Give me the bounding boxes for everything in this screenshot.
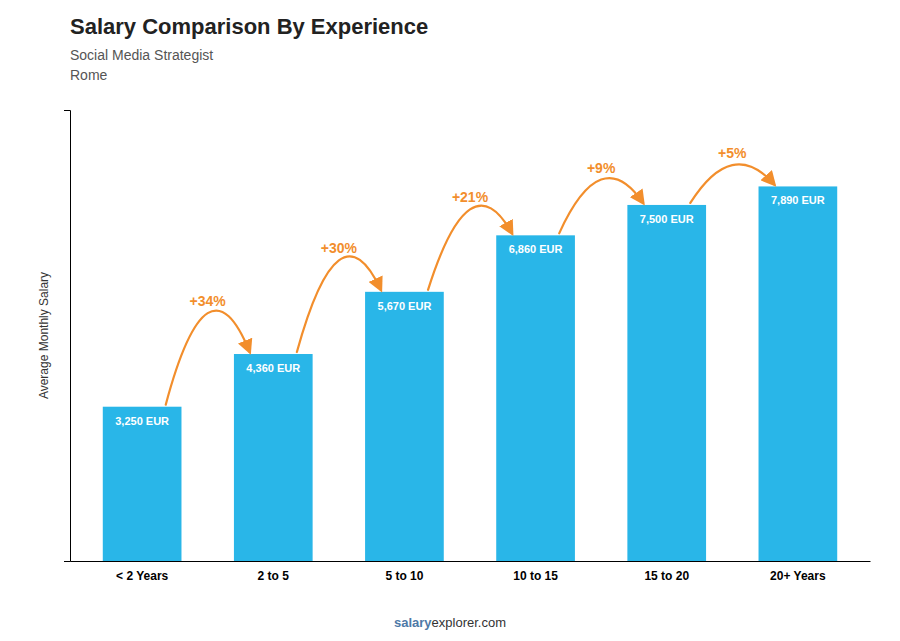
title: Salary Comparison By Experience bbox=[70, 14, 428, 39]
annotation: +21% bbox=[452, 189, 489, 205]
bar bbox=[759, 186, 838, 561]
data-label: 3,250 EUR bbox=[115, 415, 169, 427]
footer: salaryexplorer.com bbox=[394, 615, 506, 630]
y-axis-line bbox=[64, 111, 71, 562]
annotation: +9% bbox=[587, 160, 616, 176]
arc-arrow bbox=[559, 178, 643, 233]
arc-arrow bbox=[690, 164, 774, 203]
plot: < 2 Years 2 to 5 5 to 10 10 to 15 15 to 20 20… bbox=[64, 111, 871, 583]
x-tick: 5 to 10 bbox=[385, 569, 423, 583]
annotation: +30% bbox=[321, 240, 358, 256]
footer-part: explorer.com bbox=[432, 615, 506, 630]
annotation: +34% bbox=[190, 293, 227, 309]
bar bbox=[103, 407, 182, 561]
bar bbox=[496, 235, 575, 561]
bars bbox=[103, 186, 837, 561]
x-axis-line bbox=[71, 561, 871, 562]
x-axis: < 2 Years 2 to 5 5 to 10 10 to 15 15 to 20 20… bbox=[71, 562, 871, 583]
data-label: 7,500 EUR bbox=[640, 213, 694, 225]
bar bbox=[365, 292, 444, 561]
footer-part: salary bbox=[394, 615, 432, 630]
x-tick: 2 to 5 bbox=[258, 569, 290, 583]
x-tick-label: 5 to 10 bbox=[385, 569, 423, 583]
y-axis bbox=[64, 111, 71, 562]
x-tick: 20+ Years bbox=[770, 569, 826, 583]
arc-arrow bbox=[428, 206, 512, 290]
x-tick: < 2 Years bbox=[116, 569, 168, 583]
annotations: +34% +30% +21% +9% +5% bbox=[166, 145, 775, 405]
x-tick-label: 15 to 20 bbox=[644, 569, 689, 583]
x-tick-label: 10 to 15 bbox=[513, 569, 558, 583]
data-labels: 3,250 EUR 4,360 EUR 5,670 EUR 6,860 EUR 7,50… bbox=[115, 194, 825, 426]
data-label: 6,860 EUR bbox=[509, 243, 563, 255]
x-tick: 10 to 15 bbox=[513, 569, 558, 583]
subtitle: Rome bbox=[70, 67, 108, 83]
arc-arrow bbox=[166, 311, 250, 405]
bar bbox=[627, 205, 706, 561]
x-tick: 15 to 20 bbox=[644, 569, 689, 583]
bar bbox=[234, 354, 313, 561]
chart: Salary Comparison By Experience Social Me… bbox=[0, 0, 900, 641]
y-axis-title: Average Monthly Salary bbox=[37, 272, 51, 399]
data-label: 7,890 EUR bbox=[771, 194, 825, 206]
x-tick-label: < 2 Years bbox=[116, 569, 168, 583]
data-label: 4,360 EUR bbox=[246, 362, 300, 374]
subtitle: Social Media Strategist bbox=[70, 47, 213, 63]
annotation: +5% bbox=[718, 145, 747, 161]
x-tick-label: 2 to 5 bbox=[258, 569, 290, 583]
x-tick-label: 20+ Years bbox=[770, 569, 826, 583]
arc-arrow bbox=[297, 256, 381, 352]
data-label: 5,670 EUR bbox=[378, 300, 432, 312]
